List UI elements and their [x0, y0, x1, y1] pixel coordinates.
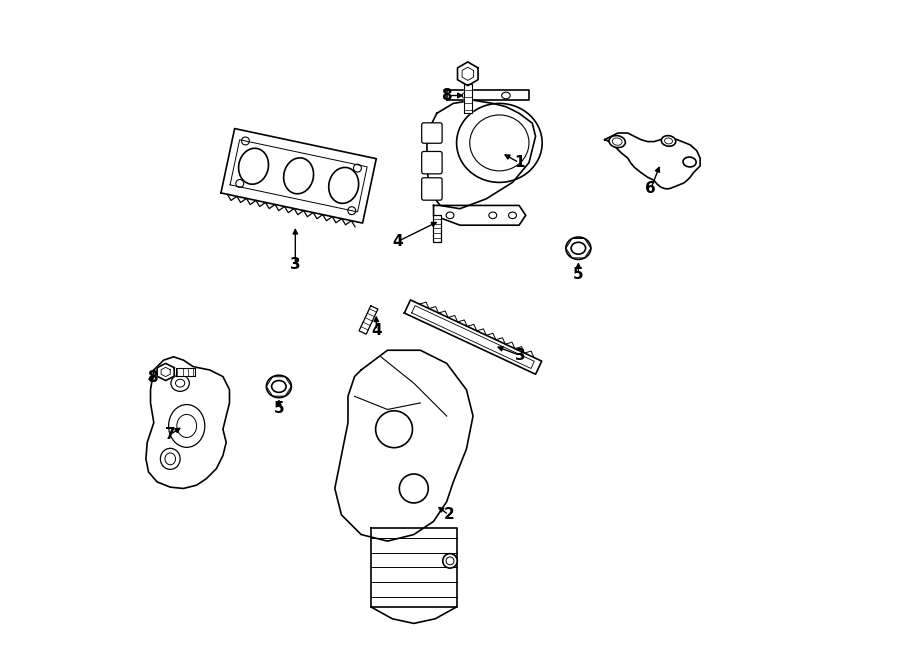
Polygon shape	[146, 357, 230, 488]
Text: 4: 4	[392, 234, 402, 249]
Ellipse shape	[609, 136, 626, 147]
Ellipse shape	[284, 158, 313, 194]
FancyBboxPatch shape	[422, 151, 442, 174]
Polygon shape	[220, 129, 376, 223]
Text: 3: 3	[515, 348, 526, 363]
Ellipse shape	[443, 554, 457, 568]
Text: 4: 4	[371, 323, 382, 338]
Polygon shape	[158, 364, 175, 381]
Ellipse shape	[375, 410, 412, 447]
Ellipse shape	[160, 448, 180, 469]
Ellipse shape	[328, 167, 358, 204]
Ellipse shape	[572, 243, 586, 254]
Ellipse shape	[266, 375, 292, 398]
Ellipse shape	[171, 375, 189, 391]
Ellipse shape	[566, 237, 591, 259]
Ellipse shape	[400, 474, 428, 503]
Text: 8: 8	[148, 370, 157, 385]
Text: 8: 8	[441, 88, 452, 103]
Polygon shape	[404, 300, 542, 374]
Polygon shape	[433, 215, 441, 242]
Ellipse shape	[662, 136, 676, 146]
Polygon shape	[605, 133, 700, 189]
Text: 7: 7	[165, 427, 176, 442]
Ellipse shape	[238, 148, 268, 184]
Text: 5: 5	[274, 401, 284, 416]
Polygon shape	[434, 206, 526, 225]
Polygon shape	[176, 368, 195, 376]
Polygon shape	[371, 528, 456, 607]
Polygon shape	[427, 100, 536, 209]
Text: 6: 6	[645, 182, 656, 196]
Ellipse shape	[683, 157, 697, 167]
Polygon shape	[335, 350, 473, 541]
FancyBboxPatch shape	[422, 178, 442, 200]
Text: 3: 3	[290, 257, 301, 272]
Polygon shape	[457, 62, 478, 86]
Ellipse shape	[272, 381, 286, 393]
Text: 1: 1	[514, 155, 525, 170]
Polygon shape	[464, 84, 472, 113]
Ellipse shape	[168, 405, 205, 447]
Ellipse shape	[456, 103, 542, 182]
FancyBboxPatch shape	[422, 123, 442, 143]
Polygon shape	[359, 306, 378, 334]
Text: 2: 2	[444, 507, 454, 522]
Text: 5: 5	[573, 267, 584, 282]
Polygon shape	[446, 91, 529, 100]
